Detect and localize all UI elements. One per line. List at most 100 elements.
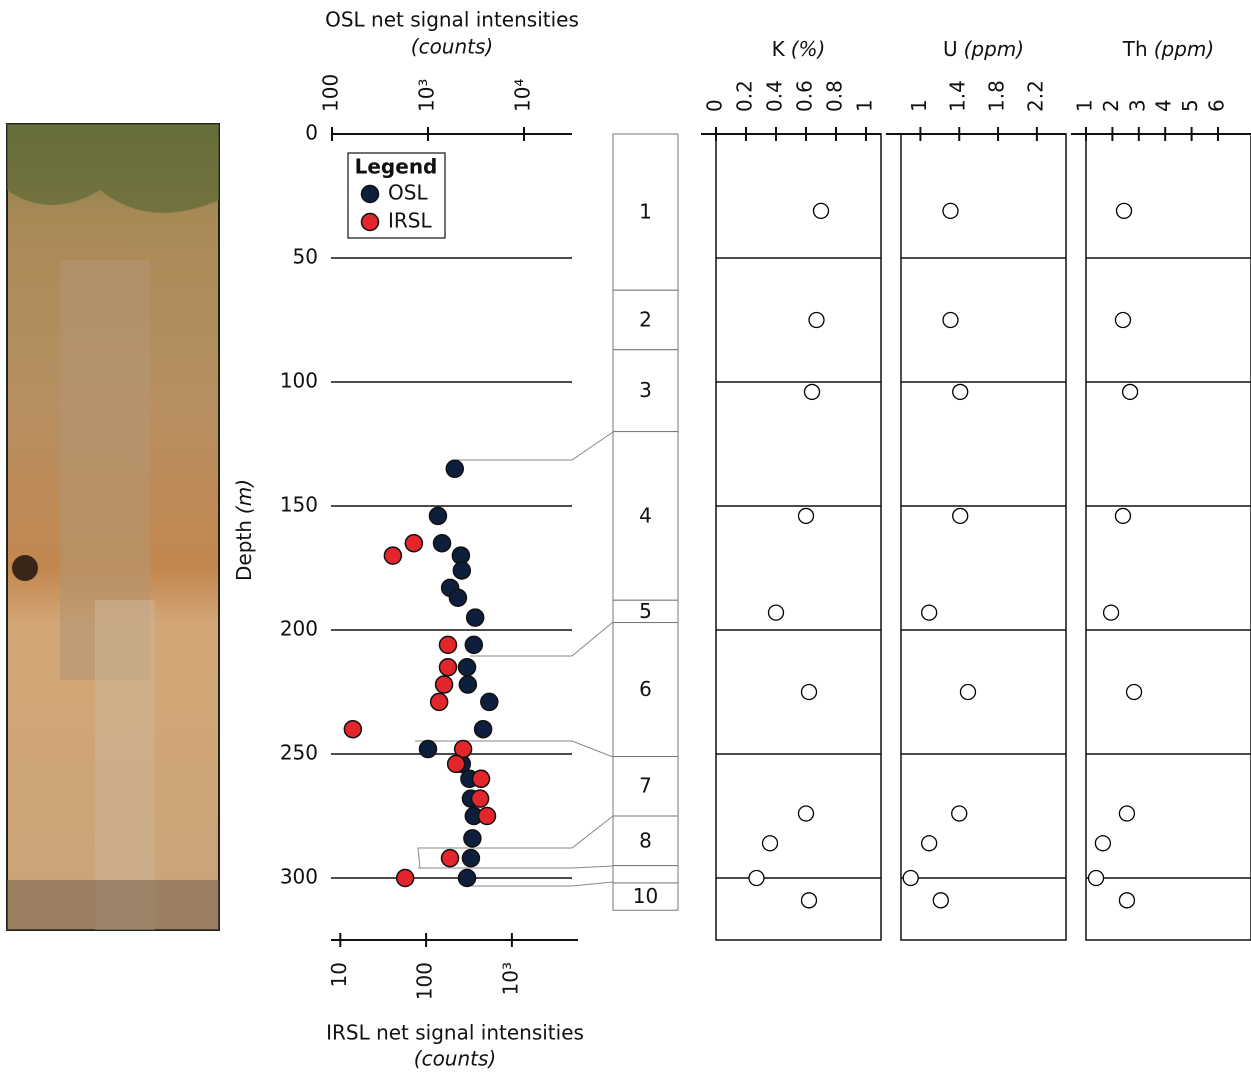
point <box>452 561 472 580</box>
point <box>457 868 477 888</box>
y-axis-title-main: Depth <box>232 520 256 581</box>
point <box>1114 507 1132 525</box>
point <box>920 835 938 852</box>
y-tick-label: 250 <box>280 741 318 765</box>
unit-segment <box>612 755 679 817</box>
y-tick-label: 50 <box>293 245 318 269</box>
point <box>434 675 454 694</box>
x-axis-tick-label: 0.6 <box>793 80 817 112</box>
point <box>477 806 497 826</box>
point <box>902 869 919 887</box>
point <box>395 868 415 888</box>
panel-title-unit: (ppm) <box>964 37 1024 61</box>
panel-frame <box>1085 133 1251 941</box>
point <box>942 311 959 329</box>
unit-segment <box>612 431 679 601</box>
x-axis-tick-label: 1 <box>907 99 931 112</box>
x-axis-tick-label: 0.8 <box>823 80 847 112</box>
x-axis-tick-label: 1.4 <box>946 80 970 112</box>
point <box>767 604 785 621</box>
point <box>429 692 449 712</box>
x2-axis-tick-label: 100 <box>413 962 437 1000</box>
x-axis-tick-label: 100 <box>319 74 343 112</box>
x2-axis-unit: (counts) <box>414 1047 496 1071</box>
x-axis-title: OSL net signal intensities <box>325 8 579 32</box>
x-axis-tick-label: 0.2 <box>733 80 757 112</box>
y-tick-label: 100 <box>280 369 318 393</box>
unit-label: 2 <box>639 308 652 332</box>
unit-label: 5 <box>639 599 652 623</box>
point <box>440 848 460 868</box>
point <box>1118 805 1136 822</box>
unit-segment <box>612 349 679 433</box>
unit-label: 7 <box>639 774 652 798</box>
point <box>418 739 438 759</box>
unit-segment <box>612 882 679 911</box>
point <box>438 635 458 655</box>
point <box>1121 383 1139 401</box>
x-axis-tick-label: 1 <box>1073 99 1097 112</box>
x2-axis-tick-label: 10 <box>327 962 351 987</box>
unit-segment <box>612 289 679 351</box>
point <box>797 507 815 525</box>
point <box>932 892 949 909</box>
panel-title-unit: (ppm) <box>1154 37 1214 61</box>
point <box>461 848 481 868</box>
unit-label: 8 <box>639 828 652 852</box>
unit-label: 4 <box>639 503 652 527</box>
point <box>920 604 938 621</box>
unit-segment <box>612 133 679 291</box>
point <box>448 588 468 608</box>
point <box>465 608 485 627</box>
panel-frame <box>900 133 1067 941</box>
panel-title-main: U <box>943 37 958 61</box>
x-axis-tick-label: 4 <box>1152 99 1176 112</box>
legend-marker <box>360 212 380 232</box>
point <box>428 506 448 526</box>
x-axis-tick-label: 0.4 <box>763 80 787 112</box>
x2-axis-tick-label: 10³ <box>498 962 522 995</box>
y-axis-title-unit: (m) <box>232 479 256 514</box>
x-axis-tick-label: 3 <box>1125 99 1149 112</box>
point <box>803 383 821 401</box>
point <box>473 719 493 739</box>
point <box>748 869 765 887</box>
point <box>404 533 424 553</box>
point <box>812 202 830 220</box>
panel-title: U (ppm) <box>943 37 1024 61</box>
x-axis-tick-label: 1 <box>853 99 877 112</box>
point <box>1125 683 1143 701</box>
legend-label: OSL <box>388 181 428 205</box>
panel-title-unit: (%) <box>791 37 826 61</box>
unit-label: 6 <box>639 677 652 701</box>
legend-marker <box>360 184 380 204</box>
point <box>1087 869 1105 887</box>
x-axis-tick-label: 2 <box>1099 99 1123 112</box>
point <box>959 683 977 701</box>
point <box>470 789 490 808</box>
y-tick-label: 150 <box>280 493 318 517</box>
panel-title: K (%) <box>772 37 826 61</box>
point <box>453 739 473 759</box>
legend-title: Legend <box>355 155 438 179</box>
y-tick-label: 0 <box>305 121 318 145</box>
soil-photo <box>6 123 220 931</box>
point <box>952 507 969 525</box>
point <box>808 311 825 329</box>
panel-title-main: Th <box>1122 37 1148 61</box>
panel-frame <box>715 133 882 941</box>
point <box>1115 202 1133 220</box>
unit-label: 1 <box>639 200 652 224</box>
y-tick-label: 200 <box>280 617 318 641</box>
x-axis-tick-label: 5 <box>1178 99 1202 112</box>
y-axis-title: Depth (m) <box>232 479 256 581</box>
point <box>438 657 458 677</box>
x-axis-tick-label: 0 <box>703 99 727 112</box>
point <box>457 657 477 677</box>
x-axis-unit: (counts) <box>411 35 493 59</box>
legend-label: IRSL <box>388 209 432 233</box>
point <box>1102 604 1120 621</box>
unit-label: 3 <box>639 378 652 402</box>
x-axis-tick-label: 1.8 <box>985 80 1009 112</box>
